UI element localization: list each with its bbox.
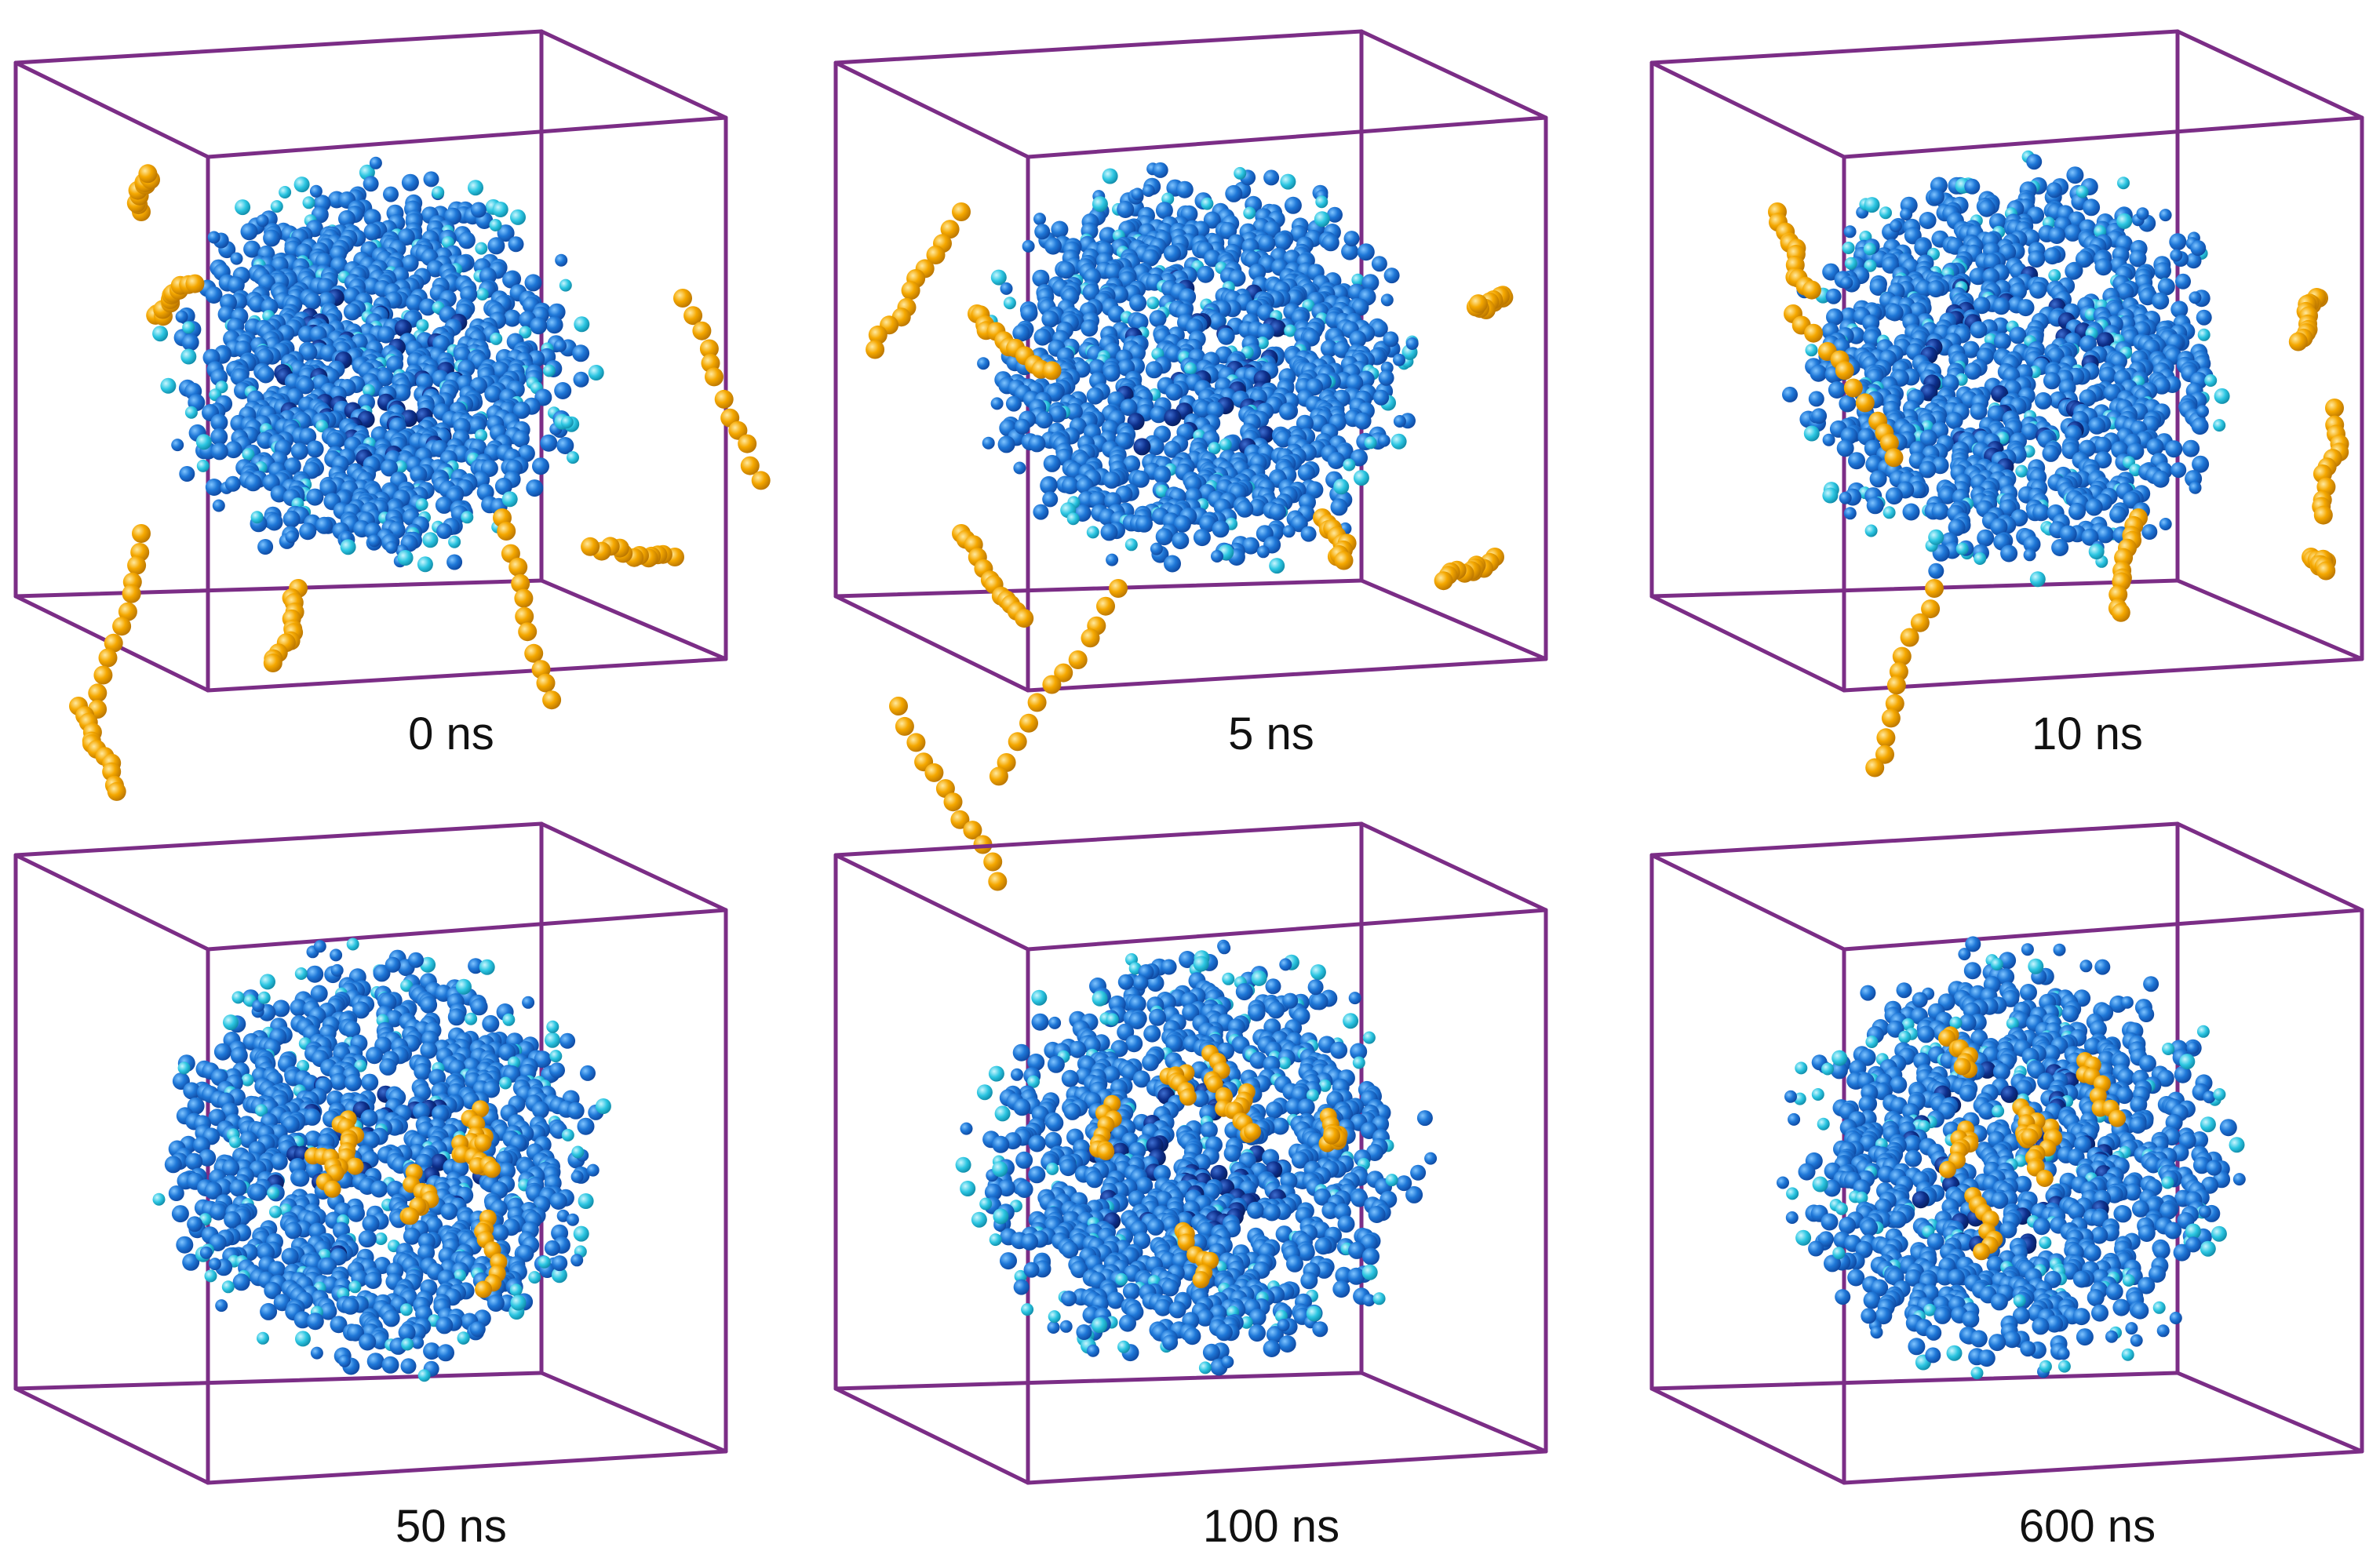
snapshot-panel-10-ns: 10 ns: [1649, 29, 2364, 777]
snapshot-panel-5-ns: 5 ns: [833, 29, 1548, 891]
snapshot-panel-600-ns: 600 ns: [1649, 821, 2364, 1552]
simulation-box: [833, 821, 1548, 1485]
time-label: 0 ns: [408, 708, 494, 759]
free-guest-molecules: [69, 164, 771, 801]
absorbed-guest-molecules: [1089, 1044, 1348, 1289]
snapshot-panel-100-ns: 100 ns: [833, 821, 1548, 1552]
snapshot-panel-50-ns: 50 ns: [13, 821, 728, 1552]
time-label: 600 ns: [2019, 1501, 2156, 1552]
absorbed-guest-molecules: [304, 1100, 508, 1298]
snapshot-panel-0-ns: 0 ns: [13, 29, 771, 801]
time-label: 50 ns: [395, 1501, 507, 1552]
micelle-cluster: [1782, 150, 2230, 588]
free-guest-molecules: [1768, 202, 2349, 777]
simulation-box: [1649, 821, 2364, 1485]
micelle-cluster: [1777, 936, 2246, 1380]
micelle-cluster: [152, 156, 604, 573]
simulation-box: [13, 29, 728, 693]
time-label: 100 ns: [1203, 1501, 1339, 1552]
time-label: 10 ns: [2032, 708, 2143, 759]
simulation-box: [833, 29, 1548, 693]
micelle-cluster: [977, 162, 1419, 574]
time-label: 5 ns: [1228, 708, 1314, 759]
micelle-cluster: [152, 938, 611, 1382]
absorbed-guest-molecules: [1938, 1026, 2127, 1261]
free-guest-molecules: [866, 202, 1514, 891]
